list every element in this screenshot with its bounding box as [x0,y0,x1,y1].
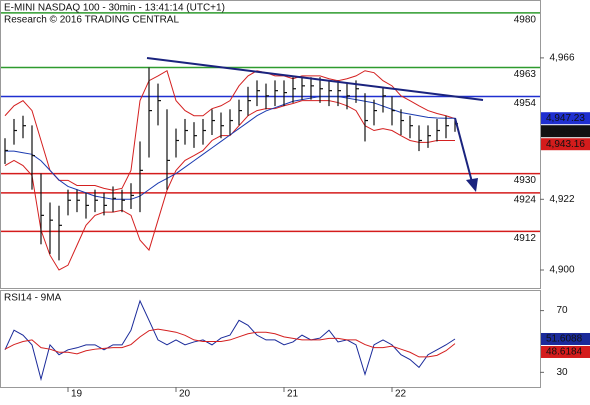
price-panel [0,0,541,289]
indicator-line [4,69,456,191]
rsi-panel [0,290,541,388]
price-tag-label: 4,943.16 [546,139,585,150]
x-tick-label: 21 [287,389,299,400]
y-tick-label: 4,966 [549,53,574,64]
indicator-line [4,100,455,271]
level-label: 4912 [514,233,537,244]
price-tag [541,138,590,151]
forecast-arrow [454,117,473,183]
price-tag-label: 48.6184 [546,347,583,358]
level-label: 4924 [514,195,537,206]
price-tag [541,125,590,138]
y-tick-label: 70 [556,305,568,316]
rsi-title: RSI14 - 9MA [4,293,62,304]
chart-title: E-MINI NASDAQ 100 - 30min - 13:41:14 (UT… [4,3,225,14]
chart-subtitle: Research © 2016 TRADING CENTRAL [4,15,179,26]
trend-line [146,57,484,101]
price-tag-label: 4,947.23 [546,113,585,124]
price-tag [541,332,590,345]
rsi-line [4,328,456,358]
x-tick-label: 20 [179,389,191,400]
price-tag-label: 51.6088 [546,334,583,345]
y-tick-label: 4,922 [549,194,574,205]
x-tick-label: 19 [71,389,83,400]
price-tag [541,112,590,125]
y-tick-label: 30 [556,367,568,378]
level-label: 4980 [514,15,537,26]
y-tick-label: 4,900 [549,265,574,276]
level-label: 4930 [514,175,537,186]
level-label: 4963 [514,69,537,80]
level-label: 4954 [514,98,537,109]
price-tag-label: 4,945.5 [546,126,580,137]
x-tick-label: 22 [395,389,407,400]
rsi-line [4,299,456,382]
price-tag [541,345,590,358]
arrow-head [466,178,478,192]
